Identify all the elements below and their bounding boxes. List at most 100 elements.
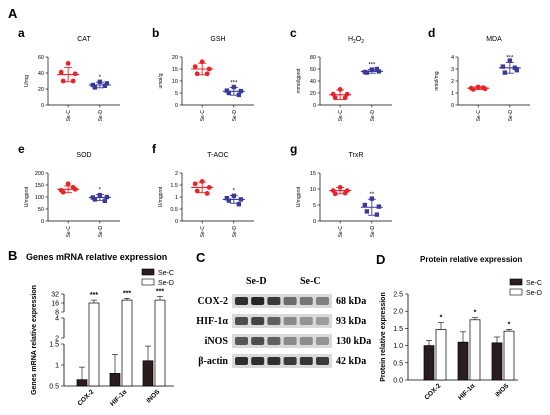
significance-marker: ***: [506, 55, 514, 61]
data-point-se-c: [204, 71, 210, 77]
data-point-se-c: [475, 84, 481, 90]
data-point-se-c: [194, 71, 200, 77]
chart-title: Genes mRNA relative expression: [26, 252, 167, 262]
significance-marker: *: [233, 189, 236, 195]
blot-band: [235, 317, 248, 325]
data-point-se-c: [72, 186, 78, 192]
bar-se-d: [88, 302, 100, 387]
data-point-se-d: [90, 82, 96, 88]
data-point-se-c: [206, 66, 212, 72]
blot-band: [316, 337, 329, 345]
data-point-se-c: [192, 64, 198, 69]
data-point-se-c: [330, 91, 336, 97]
data-point-se-d: [362, 202, 368, 208]
legend-swatch: [509, 288, 523, 296]
panel-letter-B: B: [8, 248, 17, 263]
y-axis-label: U/mgprot: [296, 186, 302, 207]
panel-letter: e: [18, 142, 25, 156]
data-point-se-c: [70, 78, 76, 84]
y-tick-label: 0: [41, 219, 44, 225]
y-tick-label: 200: [35, 171, 44, 177]
bar-panel-B: Genes mRNA relative expression 0.5 1 1.52 48…: [26, 252, 174, 408]
group-label-se-c: Se-C: [300, 276, 321, 287]
western-blot: Se-D Se-C COX-2 68 kDa HIF-1α 93 kDa iNOS 130 k…: [196, 276, 371, 368]
blot-band: [299, 317, 313, 325]
panel-letter-D: D: [376, 252, 385, 267]
legend-swatch: [509, 278, 523, 286]
bar-se-c: [423, 345, 435, 381]
data-point-se-c: [332, 95, 338, 101]
blot-protein-label: iNOS: [205, 336, 229, 347]
scatter-panel-d: d MDA 0 1 2 3 4 nmol/mg Se-C Se-D ***: [428, 26, 530, 121]
y-tick-label: 0.5: [170, 207, 178, 213]
x-tick-label: Se-C: [338, 226, 344, 238]
data-point-se-d: [226, 90, 232, 96]
blot-band: [251, 297, 265, 305]
scatter-panel-e: e SOD 0 50 100 150 200 U/mgprot Se-C Se-D *: [18, 142, 120, 237]
y-tick-label: 0: [175, 103, 178, 109]
data-point-se-d: [236, 202, 242, 207]
panel-letter: d: [428, 26, 435, 40]
blot-band: [251, 357, 265, 365]
legend-label: Se-C: [526, 280, 542, 287]
bar-se-c: [142, 360, 154, 387]
y-tick-label: 2: [55, 336, 59, 343]
blot-size-label: 93 kDa: [336, 316, 366, 327]
y-tick-label: 1.5: [393, 326, 403, 333]
significance-marker: *: [474, 310, 477, 317]
y-tick-label: 15: [310, 171, 316, 177]
x-tick-label: Se-D: [508, 110, 514, 122]
data-point-se-c: [60, 189, 66, 195]
blot-band: [299, 297, 313, 305]
x-tick-label: Se-C: [200, 110, 206, 122]
data-point-se-d: [231, 193, 237, 198]
x-tick-label: iNOS: [145, 388, 162, 405]
data-point-se-c: [192, 181, 198, 187]
y-tick-label: 20: [310, 91, 316, 97]
significance-marker: *: [99, 75, 102, 81]
data-point-se-c: [344, 188, 350, 194]
y-tick-label: 2.5: [393, 292, 403, 299]
bar-se-d: [154, 299, 166, 387]
data-point-se-d: [97, 79, 103, 84]
x-tick-label: Se-C: [476, 110, 482, 122]
data-point-se-d: [376, 69, 382, 74]
scatter-panel-c: c H2O2 0 20 40 60 80 mmol/gprot Se-C Se-D ***: [290, 26, 392, 121]
x-tick-label: Se-D: [98, 226, 104, 238]
bar-se-d: [503, 330, 515, 381]
chart-title: H2O2: [348, 36, 364, 45]
blot-band: [235, 357, 248, 365]
significance-marker: ***: [90, 292, 98, 299]
y-tick-label: 150: [35, 183, 44, 189]
chart-title: GSH: [210, 36, 225, 43]
data-point-se-d: [231, 84, 237, 90]
scatter-panel-a: a CAT 0 20 40 60 U/mg Se-C Se-D *: [18, 26, 120, 121]
data-point-se-d: [369, 196, 375, 201]
data-point-se-d: [364, 70, 370, 75]
panel-letter: f: [152, 142, 157, 156]
panel-letter: b: [152, 26, 159, 40]
data-point-se-d: [502, 70, 508, 75]
y-tick-label: 0: [451, 103, 454, 109]
data-point-se-d: [104, 194, 110, 200]
data-point-se-c: [65, 61, 71, 66]
significance-marker: ***: [123, 290, 131, 297]
y-tick-label: 0.5: [393, 360, 403, 367]
panel-letter: g: [290, 142, 297, 156]
data-point-se-c: [204, 191, 210, 196]
y-tick-label: 50: [38, 207, 44, 213]
significance-marker: ***: [368, 63, 376, 69]
blot-size-label: 130 kDa: [336, 336, 371, 347]
x-tick-label: Se-D: [232, 110, 238, 122]
y-tick-label: 2: [451, 79, 454, 85]
y-tick-label: 1.5: [49, 342, 59, 349]
y-tick-label: 0: [41, 103, 44, 109]
y-tick-label: 80: [310, 55, 316, 61]
bar-se-d: [435, 329, 447, 381]
data-point-se-c: [332, 191, 338, 197]
chart-title: CAT: [77, 36, 91, 43]
y-tick-label: 3: [451, 67, 454, 73]
data-point-se-d: [507, 58, 513, 63]
significance-marker: *: [508, 321, 511, 328]
